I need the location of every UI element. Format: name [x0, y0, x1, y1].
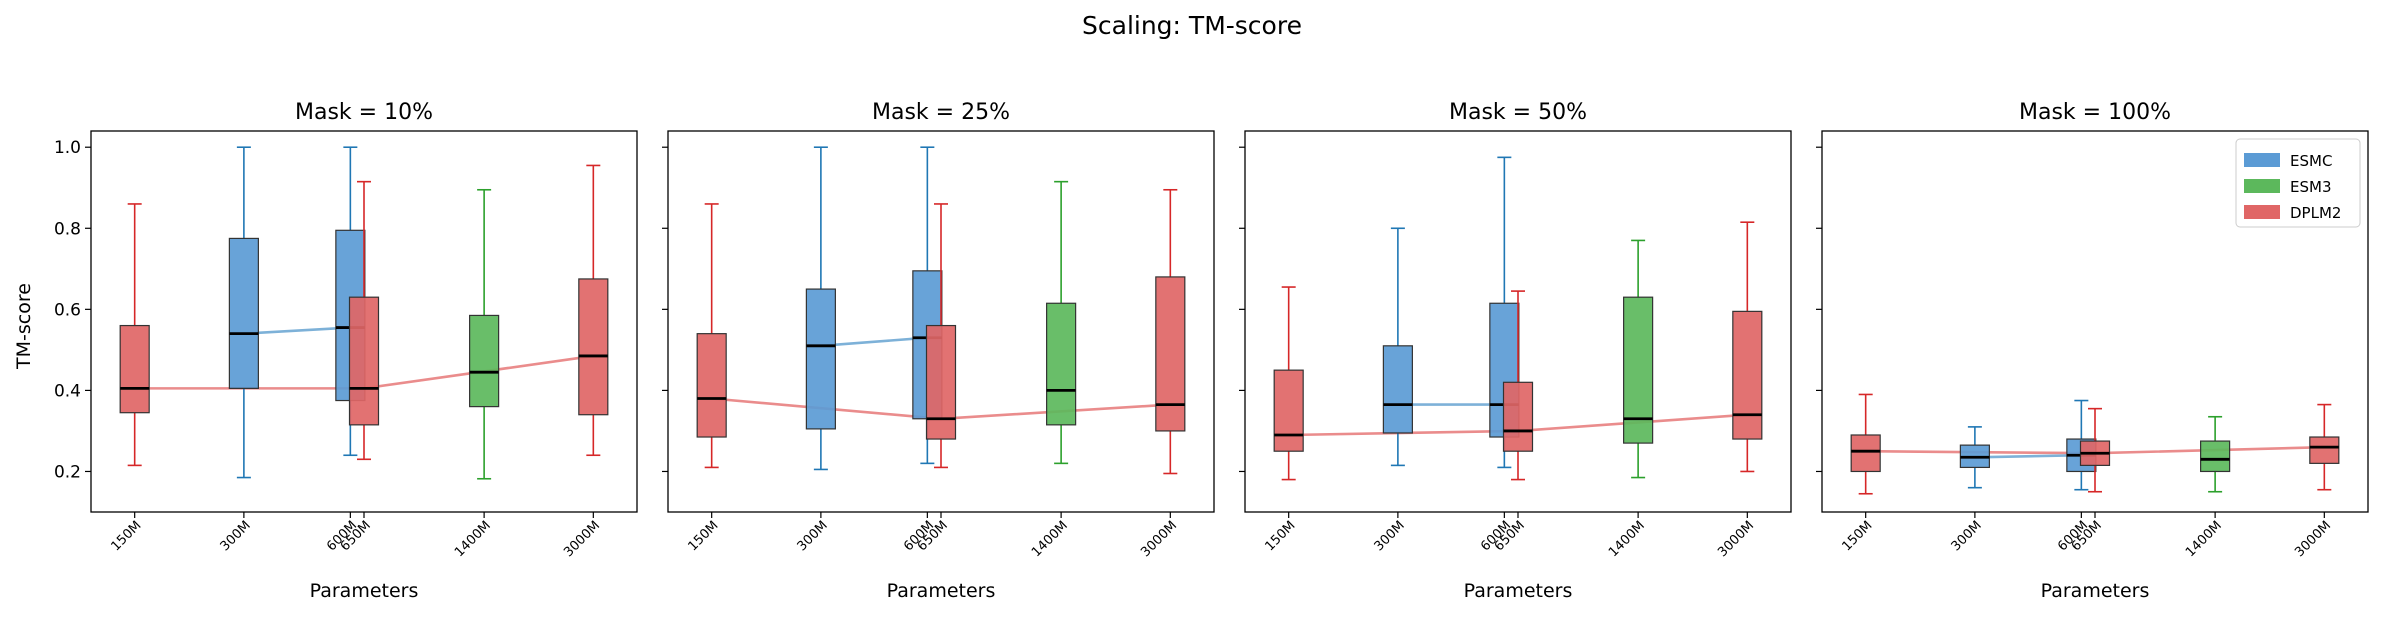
panel-title: Mask = 50%: [1449, 100, 1587, 125]
box-esmc-300m: [805, 146, 836, 471]
x-tick-label: 1400M: [452, 518, 494, 560]
box-dplm2-3000m: [1732, 221, 1763, 473]
box-body: [119, 324, 150, 414]
median-trend-esmc: [1974, 453, 2082, 459]
box-esm3-1400m: [2200, 415, 2231, 493]
x-tick-label: 3000M: [561, 518, 603, 560]
x-axis-label: Parameters: [1464, 580, 1573, 602]
x-tick-label: 1400M: [1606, 518, 1648, 560]
box-dplm2-150m: [696, 203, 727, 469]
legend-swatch-dplm2: [2244, 205, 2280, 219]
box-body: [1732, 310, 1763, 440]
x-tick-label: 150M: [1262, 518, 1298, 554]
box-body: [2200, 440, 2231, 473]
x-axis-label: Parameters: [310, 580, 419, 602]
y-tick-label: 0.8: [54, 219, 81, 239]
box-esmc-300m: [1382, 227, 1413, 467]
y-tick-label: 1.0: [54, 138, 81, 158]
box-body: [1502, 381, 1534, 452]
x-tick-label: 1400M: [1029, 518, 1071, 560]
x-tick-label: 300M: [1949, 518, 1985, 554]
box-esmc-300m: [228, 146, 259, 479]
panel-title: Mask = 25%: [872, 100, 1010, 125]
figure-title: Scaling: TM-score: [1082, 11, 1302, 40]
x-tick-label: 3000M: [1715, 518, 1757, 560]
legend-swatch-esmc: [2244, 153, 2280, 167]
x-tick-label: 1400M: [2183, 518, 2225, 560]
box-dplm2-3000m: [2309, 403, 2340, 491]
axes-frame: [667, 130, 1215, 513]
legend: ESMC ESM3 DPLM2: [2235, 138, 2361, 228]
box-body: [2309, 436, 2340, 464]
box-esm3-1400m: [1623, 239, 1654, 479]
box-body: [925, 324, 957, 440]
axes-frame: [90, 130, 638, 513]
box-esm3-1400m: [469, 188, 500, 480]
box-body: [578, 278, 609, 416]
box-body: [1382, 345, 1413, 434]
panel-title: Mask = 100%: [2019, 100, 2171, 125]
box-body: [228, 237, 259, 389]
axes-frame: [1821, 130, 2369, 513]
legend-label-esm3: ESM3: [2290, 178, 2331, 196]
x-tick-label: 150M: [685, 518, 721, 554]
box-dplm2-3000m: [1155, 188, 1186, 475]
box-body: [1623, 296, 1654, 444]
panel-title: Mask = 10%: [295, 100, 433, 125]
y-tick-label: 0.6: [54, 300, 81, 320]
box-dplm2-150m: [119, 203, 150, 467]
y-tick-label: 0.2: [54, 462, 81, 482]
box-body: [1046, 302, 1077, 426]
box-body: [696, 333, 727, 438]
box-dplm2-3000m: [578, 164, 609, 457]
x-tick-label: 3000M: [2292, 518, 2334, 560]
box-dplm2-650m: [2079, 407, 2111, 493]
box-body: [1850, 434, 1881, 473]
box-esmc-300m: [1959, 426, 1990, 489]
x-axis-label: Parameters: [887, 580, 996, 602]
box-body: [1273, 369, 1304, 452]
legend-label-dplm2: DPLM2: [2290, 204, 2341, 222]
box-body: [1155, 276, 1186, 432]
box-dplm2-650m: [925, 203, 957, 469]
x-tick-label: 150M: [108, 518, 144, 554]
x-tick-label: 300M: [1372, 518, 1408, 554]
box-body: [805, 288, 836, 430]
box-dplm2-150m: [1273, 286, 1304, 481]
median-trend-esmc: [820, 336, 928, 348]
axes-frame: [1244, 130, 1792, 513]
x-tick-label: 150M: [1839, 518, 1875, 554]
box-dplm2-650m: [1502, 290, 1534, 481]
y-axis-label: TM-score: [13, 283, 35, 370]
x-tick-label: 300M: [795, 518, 831, 554]
x-tick-label: 3000M: [1138, 518, 1180, 560]
legend-label-esmc: ESMC: [2290, 152, 2332, 170]
box-body: [348, 296, 380, 426]
legend-swatch-esm3: [2244, 179, 2280, 193]
x-axis-label: Parameters: [2041, 580, 2150, 602]
box-dplm2-650m: [348, 180, 380, 461]
y-tick-label: 0.4: [54, 381, 81, 401]
median-trend-esmc: [243, 326, 351, 335]
box-body: [469, 314, 500, 408]
box-dplm2-150m: [1850, 393, 1881, 495]
x-tick-label: 300M: [218, 518, 254, 554]
box-esm3-1400m: [1046, 180, 1077, 465]
